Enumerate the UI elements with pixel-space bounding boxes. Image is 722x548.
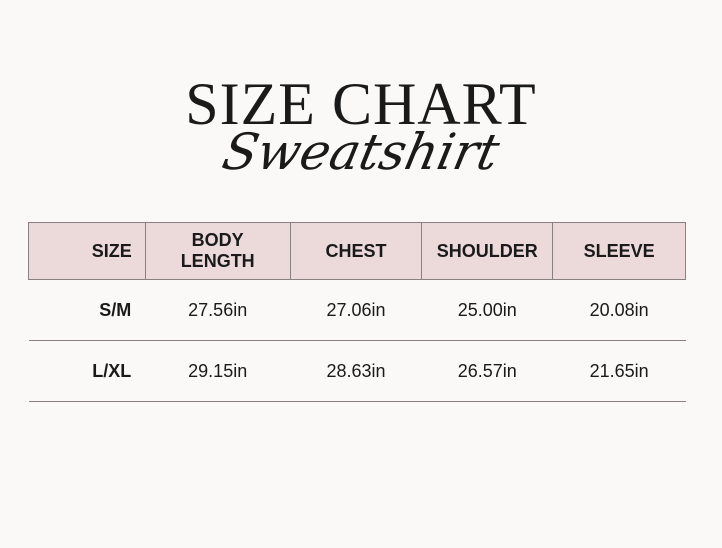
size-cell: L/XL xyxy=(28,340,146,402)
size-cell: S/M xyxy=(28,279,146,341)
page-subtitle: Sweatshirt xyxy=(217,123,505,181)
shoulder-cell: 25.00in xyxy=(421,279,553,341)
table-row: S/M 27.56in 27.06in 25.00in 20.08in xyxy=(28,279,686,341)
shoulder-cell: 26.57in xyxy=(421,340,553,402)
body-length-cell: 27.56in xyxy=(145,279,291,341)
header-shoulder: SHOULDER xyxy=(421,222,554,280)
body-length-cell: 29.15in xyxy=(145,340,291,402)
chest-cell: 28.63in xyxy=(290,340,422,402)
table-row: L/XL 29.15in 28.63in 26.57in 21.65in xyxy=(28,340,686,402)
page-title: SIZE CHART xyxy=(185,71,537,137)
sleeve-cell: 21.65in xyxy=(552,340,686,402)
header-sleeve: SLEEVE xyxy=(552,222,686,280)
header-size: SIZE xyxy=(28,222,146,280)
sleeve-cell: 20.08in xyxy=(552,279,686,341)
header-body-length: BODY LENGTH xyxy=(144,222,291,280)
chest-cell: 27.06in xyxy=(290,279,422,341)
header-row: SIZE BODY LENGTH CHEST SHOULDER SLEEVE xyxy=(28,222,686,280)
size-table: SIZE BODY LENGTH CHEST SHOULDER SLEEVE S… xyxy=(28,222,686,402)
header-chest: CHEST xyxy=(289,222,423,280)
